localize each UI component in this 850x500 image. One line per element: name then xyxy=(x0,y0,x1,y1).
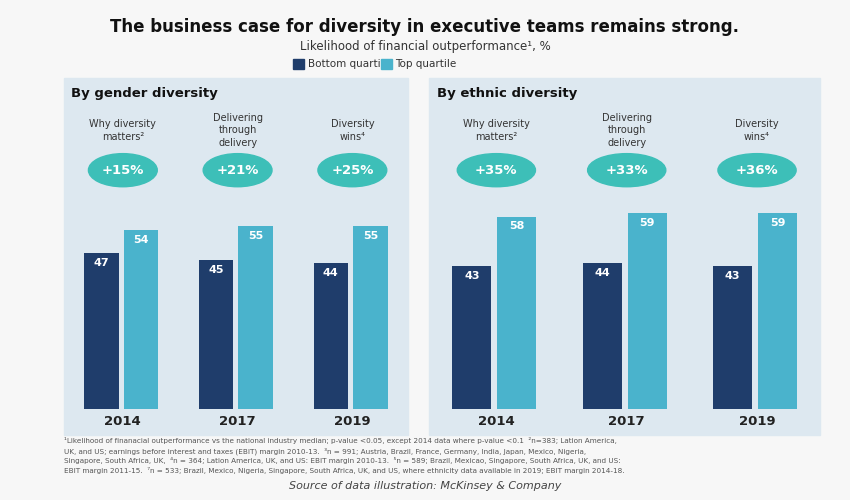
Text: 2017: 2017 xyxy=(219,415,256,428)
Text: Why diversity
matters²: Why diversity matters² xyxy=(89,120,156,142)
Text: 2017: 2017 xyxy=(609,415,645,428)
Text: 2019: 2019 xyxy=(739,415,775,428)
Ellipse shape xyxy=(718,154,796,186)
Text: 2019: 2019 xyxy=(334,415,371,428)
Bar xyxy=(497,216,536,408)
Text: 43: 43 xyxy=(725,271,740,281)
Text: By gender diversity: By gender diversity xyxy=(71,88,218,101)
Text: 55: 55 xyxy=(248,232,264,241)
Bar xyxy=(84,253,118,408)
Bar xyxy=(124,230,158,408)
Text: +36%: +36% xyxy=(736,164,779,176)
Text: 59: 59 xyxy=(639,218,655,228)
Bar xyxy=(583,263,622,408)
Bar xyxy=(452,266,491,408)
Ellipse shape xyxy=(203,154,272,186)
Text: Source of data illustration: McKinsey & Company: Source of data illustration: McKinsey & … xyxy=(289,481,561,491)
Ellipse shape xyxy=(318,154,387,186)
Bar xyxy=(354,226,388,408)
Text: Bottom quartile: Bottom quartile xyxy=(308,59,389,69)
Text: +15%: +15% xyxy=(102,164,144,176)
Text: +35%: +35% xyxy=(475,164,518,176)
Text: 43: 43 xyxy=(464,271,479,281)
Text: +25%: +25% xyxy=(332,164,373,176)
Text: Why diversity
matters²: Why diversity matters² xyxy=(463,120,530,142)
Text: Diversity
wins⁴: Diversity wins⁴ xyxy=(331,120,374,142)
Text: The business case for diversity in executive teams remains strong.: The business case for diversity in execu… xyxy=(110,18,740,36)
Text: 44: 44 xyxy=(594,268,610,278)
Text: 44: 44 xyxy=(323,268,338,278)
Text: By ethnic diversity: By ethnic diversity xyxy=(437,88,577,101)
Bar xyxy=(758,213,797,408)
Bar xyxy=(314,263,348,408)
Bar xyxy=(713,266,752,408)
Text: Delivering
through
delivery: Delivering through delivery xyxy=(212,113,263,148)
Text: Likelihood of financial outperformance¹, %: Likelihood of financial outperformance¹,… xyxy=(299,40,551,53)
Ellipse shape xyxy=(88,154,157,186)
Text: 59: 59 xyxy=(770,218,785,228)
Text: 45: 45 xyxy=(208,264,224,274)
Text: Delivering
through
delivery: Delivering through delivery xyxy=(602,113,652,148)
Text: 54: 54 xyxy=(133,234,149,244)
Text: Diversity
wins⁴: Diversity wins⁴ xyxy=(735,120,779,142)
Ellipse shape xyxy=(457,154,536,186)
Bar xyxy=(239,226,273,408)
Text: ¹Likelihood of finanacial outperformance vs the national industry median; p-valu: ¹Likelihood of finanacial outperformance… xyxy=(64,438,624,474)
Bar xyxy=(627,213,666,408)
Text: 55: 55 xyxy=(363,232,378,241)
Text: 2014: 2014 xyxy=(478,415,515,428)
Bar xyxy=(199,260,233,408)
Text: +21%: +21% xyxy=(217,164,258,176)
Text: +33%: +33% xyxy=(605,164,648,176)
Ellipse shape xyxy=(587,154,666,186)
Text: 47: 47 xyxy=(94,258,109,268)
Text: Top quartile: Top quartile xyxy=(395,59,456,69)
Text: 58: 58 xyxy=(509,222,524,232)
Text: 2014: 2014 xyxy=(105,415,141,428)
